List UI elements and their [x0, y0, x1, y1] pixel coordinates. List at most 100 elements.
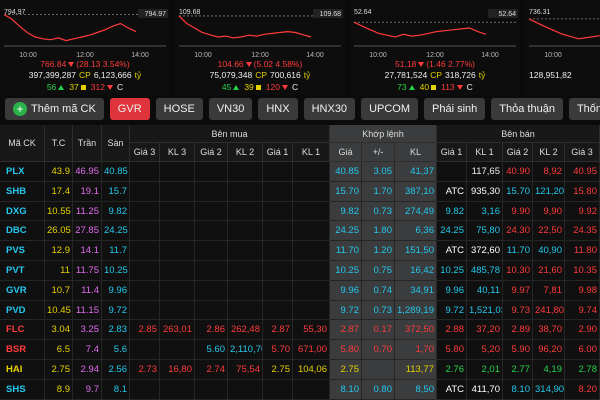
cell-value [228, 261, 263, 281]
cell-value: 485,78 [467, 261, 503, 281]
cell-value: 11.75 [73, 261, 102, 281]
cell-value: 0.73 [362, 201, 395, 222]
cell-value: 9.96 [102, 280, 130, 301]
cell-value: 314,90 [533, 379, 565, 400]
cell-value: 40,11 [467, 280, 503, 301]
add-symbol-button[interactable]: + Thêm mã CK [5, 98, 104, 120]
turnover-unit: tỷ [478, 70, 486, 80]
index-panel: 52.64 52.64 10:00 12:00 14:00 51.18 (1.46 2.77… [350, 0, 520, 95]
filter-button[interactable]: GVR [109, 98, 150, 120]
breadth-line: 56 37 312 C [0, 82, 170, 92]
advancers: 45 [221, 82, 232, 92]
filter-button[interactable]: UPCOM [361, 98, 419, 120]
cell-value: 2.83 [102, 320, 130, 341]
cell-value: 1,521,03 [467, 300, 503, 321]
cell-value: 10.7 [45, 280, 73, 301]
column-header: Giá 3 [130, 143, 160, 162]
ref-label: 794.97 [4, 9, 26, 16]
cell-value: 11.15 [73, 300, 102, 321]
ref-label-right: 52.64 [498, 11, 516, 18]
cell-value [160, 201, 195, 222]
column-header: Giá 3 [565, 143, 600, 162]
cell-value: 15.80 [565, 181, 600, 202]
cell-value [130, 241, 160, 261]
cell-value: 2.87 [263, 320, 293, 341]
column-header: KL 2 [533, 143, 565, 162]
cell-value: 8,92 [533, 162, 565, 182]
cell-value: 40.85 [330, 162, 362, 182]
cell-value: 1.70 [362, 181, 395, 202]
filter-button[interactable]: HNX [258, 98, 298, 120]
filter-button[interactable]: Thỏa thuận [491, 98, 563, 120]
column-header: Giá 2 [503, 143, 533, 162]
cell-value: 2.56 [102, 360, 130, 380]
cell-value [160, 221, 195, 242]
cell-value: 2.75 [263, 360, 293, 380]
toolbar: + Thêm mã CK GVR HOSE VN30 HNX HNX30 UPCOM Phái… [5, 98, 600, 120]
ref-label-right: 109.68 [320, 11, 342, 18]
cell-value [228, 241, 263, 261]
cell-value [130, 181, 160, 202]
index-value-line: 104.66 (5.02 4.58%) [175, 59, 345, 69]
cell-value: 7,81 [533, 280, 565, 301]
filter-button[interactable]: HNX30 [303, 98, 356, 120]
cell-value: 16,42 [395, 261, 437, 281]
cell-value: 11.70 [330, 241, 362, 261]
cell-value [160, 241, 195, 261]
cell-value: 2.89 [503, 320, 533, 341]
time-label: 10:00 [19, 52, 37, 59]
cell-value [130, 201, 160, 222]
cell-value [293, 162, 330, 182]
cell-value: 10.25 [102, 261, 130, 281]
filter-button[interactable]: VN30 [208, 98, 253, 120]
cell-value: 24.35 [565, 221, 600, 242]
volume: 75,079,348 [209, 70, 253, 80]
index-value-line: 51.18 (1.46 2.77%) [350, 59, 520, 69]
cell-value: 10.55 [45, 201, 73, 222]
index-line [528, 18, 600, 40]
cell-value: 7.4 [73, 340, 102, 360]
cell-value: 262,48 [228, 320, 263, 341]
time-label: 12:00 [76, 52, 94, 59]
column-header: KL 3 [160, 143, 195, 162]
cell-value: 274,49 [395, 201, 437, 222]
cell-value [293, 300, 330, 321]
cell-value [293, 379, 330, 400]
cell-value: 10.25 [437, 261, 467, 281]
suffix: C [291, 82, 299, 92]
time-label: 14:00 [131, 52, 149, 59]
filter-button[interactable]: HOSE [155, 98, 203, 120]
down-arrow [106, 85, 113, 90]
cell-value: ATC [437, 379, 467, 400]
filter-button[interactable]: Phái sinh [424, 98, 486, 120]
cell-value [130, 261, 160, 281]
index-chart: 794.97 794.97 10:00 12:00 14:00 [3, 9, 168, 59]
add-symbol-label: Thêm mã CK [31, 103, 96, 115]
cell-value: 935,30 [467, 181, 503, 202]
cell-value: 6,36 [395, 221, 437, 242]
cell-value: 40.85 [102, 162, 130, 182]
cell-value: 27.85 [73, 221, 102, 242]
time-label: 14:00 [306, 52, 324, 59]
cell-value: 8.9 [45, 379, 73, 400]
advancers: 73 [397, 82, 407, 92]
column-header: Sàn [102, 125, 130, 162]
down-arrow [418, 62, 425, 67]
cell-value: 9.96 [437, 280, 467, 301]
cell-value: 26.05 [45, 221, 73, 242]
ticker: GVR [0, 280, 45, 301]
cell-value: 8.10 [503, 379, 533, 400]
index-value: 766.84 [40, 59, 67, 69]
index-value: 51.18 [395, 59, 417, 69]
filter-button[interactable]: Thống kê [568, 98, 600, 120]
cell-value: 12.9 [45, 241, 73, 261]
cell-value: 1,289,19 [395, 300, 437, 321]
cell-value [263, 379, 293, 400]
time-label: 10:00 [544, 52, 562, 59]
decliners: 113 [441, 82, 455, 92]
cell-value [130, 379, 160, 400]
cell-value: 10.25 [330, 261, 362, 281]
cell-value: 24.25 [330, 221, 362, 242]
cell-value: 24.25 [102, 221, 130, 242]
